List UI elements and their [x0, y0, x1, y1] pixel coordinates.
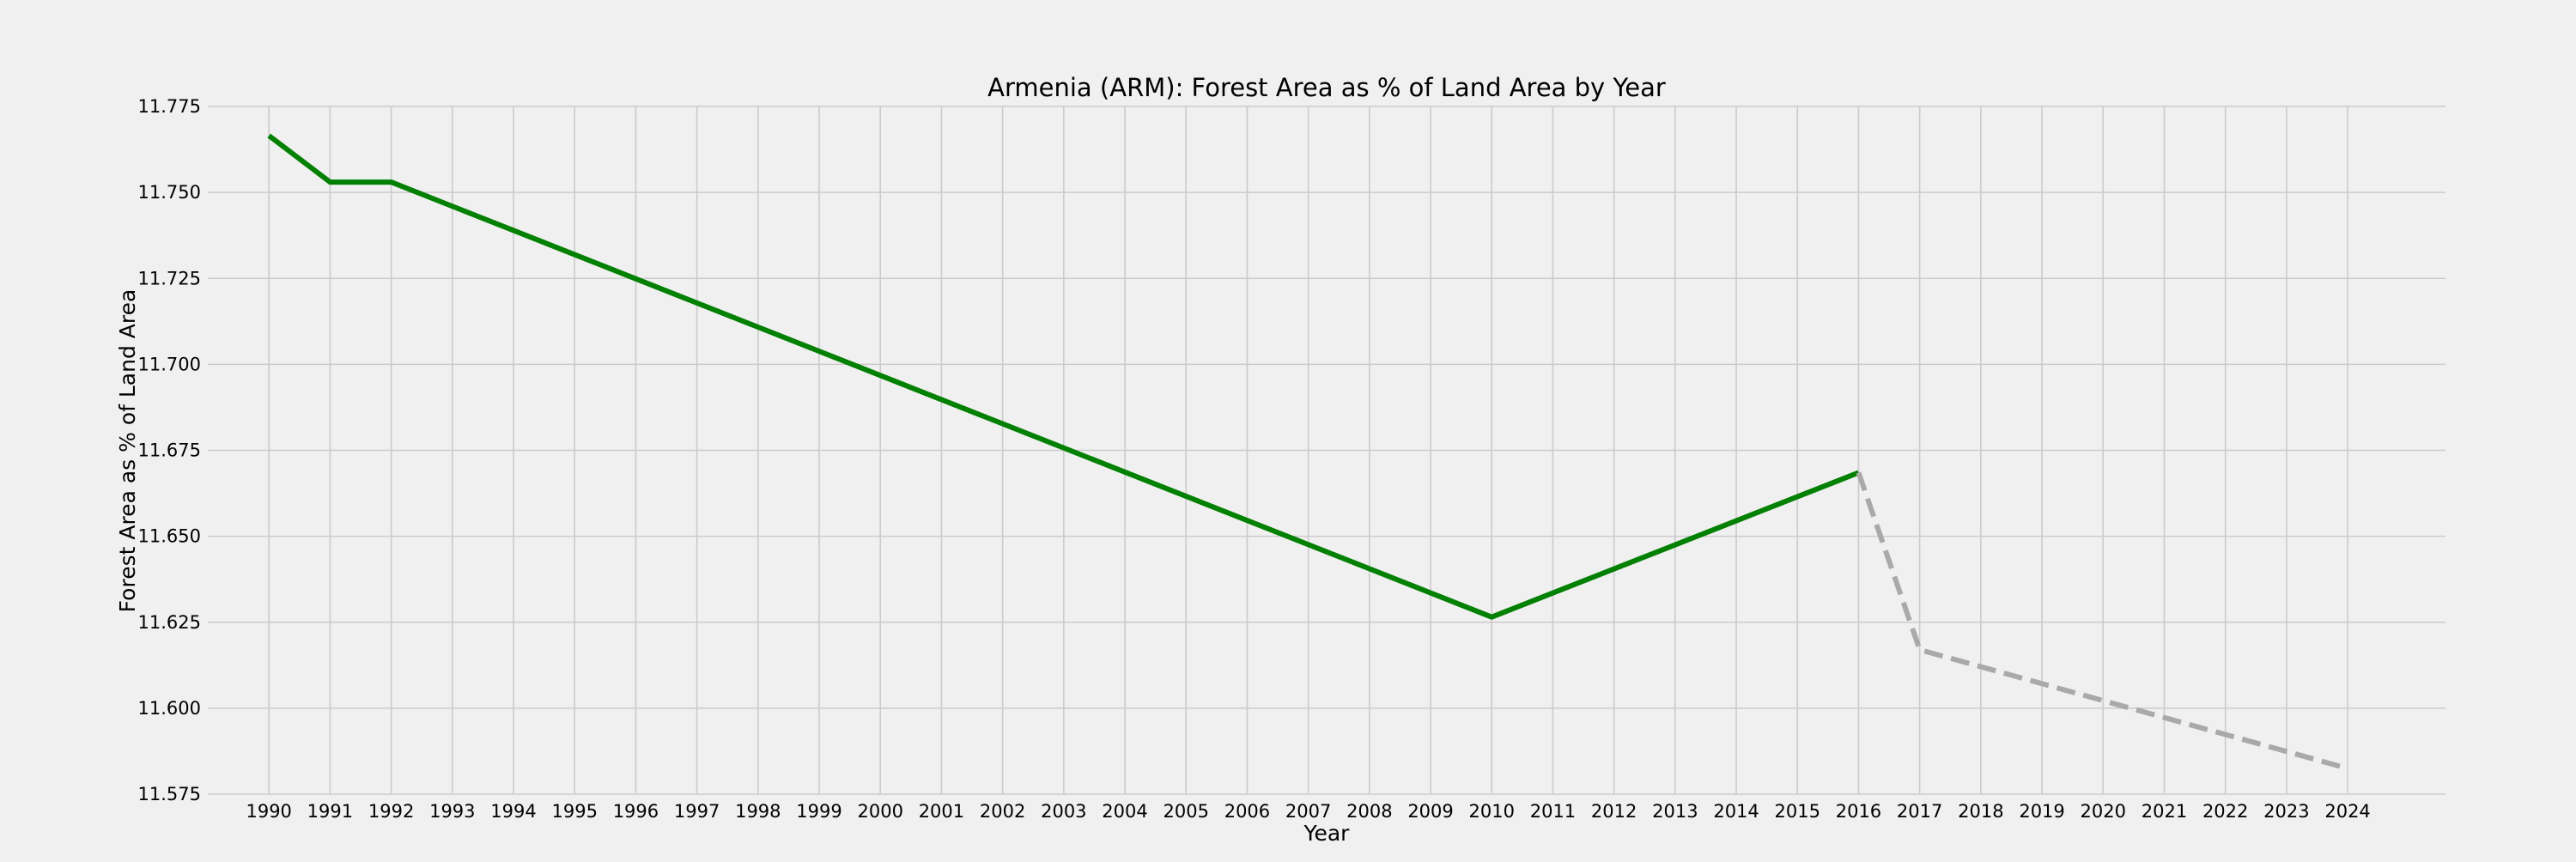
x-tick-label: 2018 — [1958, 801, 2003, 822]
x-tick-label: 1997 — [674, 801, 720, 822]
x-tick-label: 2004 — [1102, 801, 1147, 822]
x-tick-label: 2009 — [1407, 801, 1453, 822]
y-tick-label: 11.575 — [138, 784, 201, 804]
y-tick-label: 11.750 — [138, 182, 201, 203]
y-axis-ticks: 11.575 11.600 11.625 11.650 11.675 11.700 11.7… — [138, 96, 201, 804]
y-tick-label: 11.675 — [138, 440, 201, 461]
x-tick-label: 2021 — [2142, 801, 2187, 822]
x-tick-label: 1992 — [368, 801, 414, 822]
x-tick-label: 1990 — [246, 801, 291, 822]
x-tick-label: 2000 — [857, 801, 902, 822]
x-tick-label: 2017 — [1897, 801, 1942, 822]
x-tick-label: 2013 — [1652, 801, 1698, 822]
solid-series-line — [267, 133, 1860, 620]
x-tick-label: 1995 — [551, 801, 597, 822]
x-tick-label: 1991 — [307, 801, 353, 822]
x-tick-label: 2023 — [2263, 801, 2309, 822]
x-tick-label: 2012 — [1591, 801, 1637, 822]
y-tick-label: 11.725 — [138, 268, 201, 288]
x-tick-label: 2022 — [2202, 801, 2248, 822]
x-tick-label: 2011 — [1530, 801, 1576, 822]
x-tick-label: 2002 — [980, 801, 1025, 822]
x-tick-label: 1996 — [613, 801, 659, 822]
x-tick-label: 2020 — [2081, 801, 2126, 822]
x-tick-label: 2014 — [1713, 801, 1759, 822]
y-tick-label: 11.600 — [138, 698, 201, 719]
chart-title: Armenia (ARM): Forest Area as % of Land … — [987, 73, 1666, 102]
y-tick-label: 11.625 — [138, 612, 201, 633]
grid — [208, 106, 2445, 795]
x-tick-label: 2010 — [1469, 801, 1515, 822]
x-tick-label: 1994 — [490, 801, 536, 822]
y-tick-label: 11.775 — [138, 96, 201, 117]
x-tick-label: 2006 — [1224, 801, 1270, 822]
y-tick-label: 11.700 — [138, 354, 201, 374]
x-tick-label: 2016 — [1836, 801, 1881, 822]
x-axis-ticks: 1990 1991 1992 1993 1994 1995 1996 1997 1998 1999… — [246, 801, 2370, 822]
x-tick-label: 1999 — [796, 801, 841, 822]
dashed-series-line — [1856, 471, 2348, 771]
x-tick-label: 2008 — [1346, 801, 1392, 822]
x-tick-label: 2019 — [2019, 801, 2064, 822]
y-tick-label: 11.650 — [138, 526, 201, 547]
x-tick-label: 1993 — [429, 801, 475, 822]
x-axis-label: Year — [1303, 821, 1351, 846]
x-tick-label: 1998 — [735, 801, 781, 822]
series-layer — [267, 133, 2348, 771]
y-axis-label: Forest Area as % of Land Area — [115, 289, 140, 613]
x-tick-label: 2024 — [2324, 801, 2370, 822]
x-tick-label: 2005 — [1163, 801, 1209, 822]
x-tick-label: 2003 — [1041, 801, 1086, 822]
x-tick-label: 2001 — [919, 801, 964, 822]
x-tick-label: 2015 — [1775, 801, 1820, 822]
x-tick-label: 2007 — [1285, 801, 1331, 822]
